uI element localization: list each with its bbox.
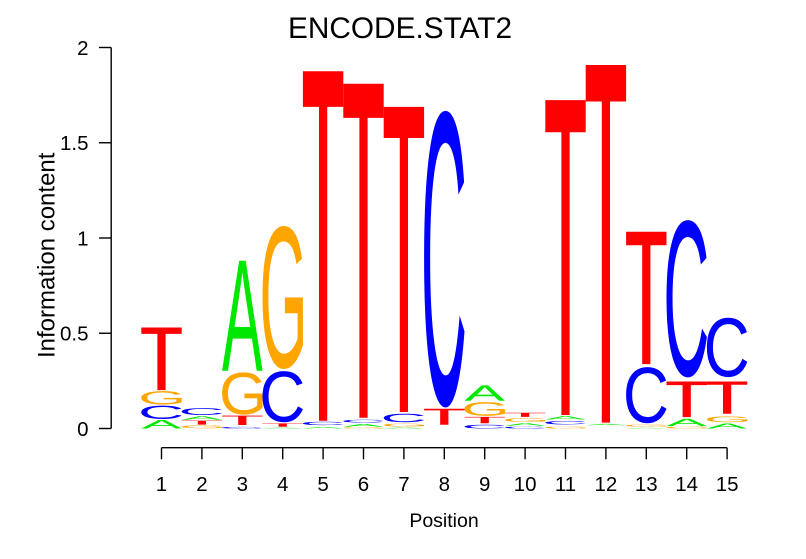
svg-text:14: 14 <box>675 473 698 496</box>
svg-text:7: 7 <box>398 473 409 496</box>
svg-text:11: 11 <box>555 473 576 496</box>
svg-text:Position: Position <box>409 510 478 532</box>
svg-text:3: 3 <box>237 473 248 496</box>
svg-text:6: 6 <box>358 473 369 496</box>
svg-text:0.5: 0.5 <box>60 323 89 346</box>
svg-text:5: 5 <box>317 473 328 496</box>
svg-text:9: 9 <box>479 473 490 496</box>
svg-text:12: 12 <box>594 473 617 496</box>
svg-text:Information content: Information content <box>34 152 61 358</box>
svg-text:1: 1 <box>77 227 88 250</box>
svg-text:4: 4 <box>277 473 288 496</box>
svg-text:13: 13 <box>635 473 658 496</box>
svg-text:ENCODE.STAT2: ENCODE.STAT2 <box>288 12 512 45</box>
svg-text:8: 8 <box>439 473 450 496</box>
svg-text:2: 2 <box>77 37 88 60</box>
svg-text:15: 15 <box>716 473 739 496</box>
svg-text:0: 0 <box>77 418 88 441</box>
svg-text:1: 1 <box>156 473 167 496</box>
svg-text:1.5: 1.5 <box>60 132 89 155</box>
svg-text:2: 2 <box>196 473 207 496</box>
svg-text:10: 10 <box>514 473 537 496</box>
